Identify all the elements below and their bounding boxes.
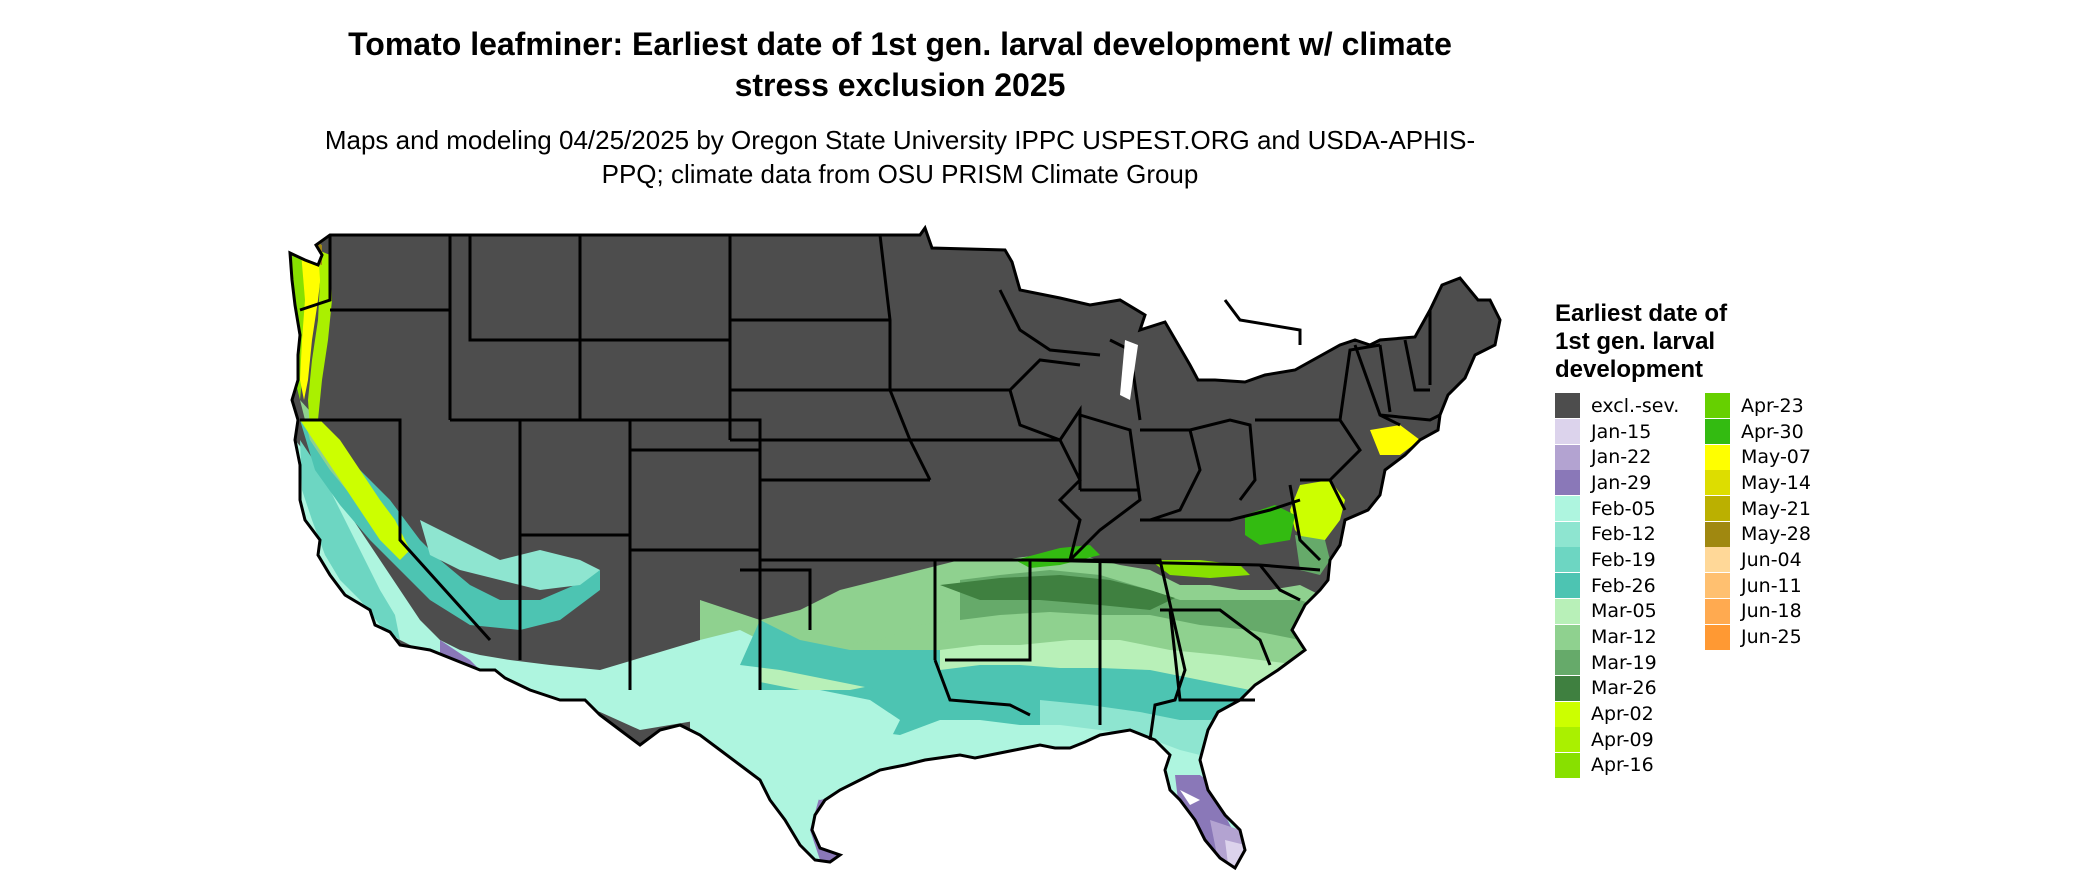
legend-title: Earliest date of 1st gen. larval develop…	[1555, 300, 1728, 383]
state-boundaries	[288, 224, 1502, 871]
legend-item: Jun-11	[1705, 573, 1855, 599]
legend-label: Feb-05	[1591, 497, 1656, 520]
legend-label: Feb-26	[1591, 574, 1656, 597]
legend-label: Mar-19	[1591, 651, 1657, 674]
map-title: Tomato leafminer: Earliest date of 1st g…	[348, 26, 1452, 103]
legend-item: Jan-22	[1555, 444, 1705, 470]
legend-swatch	[1555, 624, 1580, 650]
legend-swatch	[1555, 727, 1580, 753]
legend-swatch	[1705, 470, 1730, 496]
legend-column: Apr-23 Apr-30 May-07 May-14 May-21 May-28 Jun-…	[1705, 393, 1855, 778]
legend-swatch	[1555, 547, 1580, 573]
legend-item: Jun-04	[1705, 547, 1855, 573]
legend-label: May-07	[1741, 446, 1811, 469]
legend-label: Jun-25	[1741, 626, 1802, 649]
legend-item: Jun-25	[1705, 624, 1855, 650]
map-subtitle: Maps and modeling 04/25/2025 by Oregon S…	[324, 125, 1476, 189]
legend-label: Apr-09	[1591, 728, 1654, 751]
legend-label: Jan-29	[1591, 471, 1652, 494]
legend-label: Apr-02	[1591, 703, 1654, 726]
legend-label: Jan-22	[1591, 446, 1652, 469]
legend-swatch	[1705, 419, 1730, 445]
legend-item: Mar-05	[1555, 598, 1705, 625]
legend-swatch	[1555, 598, 1580, 624]
legend-swatch	[1555, 444, 1580, 470]
legend-column: excl.-sev. Jan-15 Jan-22 Jan-29 Feb-05 Feb-12…	[1555, 393, 1705, 778]
legend-label: Jan-15	[1591, 420, 1652, 443]
legend-label: Feb-19	[1591, 548, 1656, 571]
legend-label: Mar-05	[1591, 600, 1657, 623]
legend-item: Apr-23	[1705, 393, 1855, 419]
legend-item: Mar-12	[1555, 624, 1705, 650]
lake-michigan	[1120, 340, 1138, 400]
legend-swatch	[1555, 496, 1580, 522]
legend-items: excl.-sev. Jan-15 Jan-22 Jan-29 Feb-05 Feb-12…	[1555, 393, 1855, 778]
legend-swatch	[1555, 393, 1580, 419]
legend-label: Jun-11	[1741, 574, 1802, 597]
legend-swatch	[1705, 393, 1730, 419]
legend-item: Apr-30	[1705, 419, 1855, 445]
legend-item: May-14	[1705, 470, 1855, 496]
legend-item: excl.-sev.	[1555, 393, 1705, 419]
legend-item: Apr-16	[1555, 752, 1705, 779]
legend-item: Jun-18	[1705, 598, 1855, 625]
legend-swatch	[1555, 675, 1580, 701]
legend-item: Feb-12	[1555, 521, 1705, 547]
legend-label: Apr-30	[1741, 420, 1804, 443]
legend-label: Jun-18	[1741, 600, 1802, 623]
legend-label: May-14	[1741, 471, 1811, 494]
legend-label: Mar-26	[1591, 677, 1657, 700]
legend-swatch	[1555, 470, 1580, 496]
legend: Earliest date of 1st gen. larval develop…	[1555, 300, 1855, 778]
legend-swatch	[1705, 624, 1730, 650]
legend-swatch	[1555, 752, 1580, 778]
legend-item: Feb-19	[1555, 547, 1705, 573]
legend-swatch	[1705, 521, 1730, 547]
legend-swatch	[1555, 419, 1580, 445]
legend-label: Feb-12	[1591, 523, 1656, 546]
legend-swatch	[1555, 701, 1580, 727]
legend-item: Mar-26	[1555, 675, 1705, 702]
legend-item: Jan-29	[1555, 470, 1705, 496]
legend-swatch	[1705, 547, 1730, 573]
legend-item: May-21	[1705, 496, 1855, 522]
legend-label: May-21	[1741, 497, 1811, 520]
legend-label: May-28	[1741, 523, 1811, 546]
legend-swatch	[1705, 598, 1730, 624]
legend-item: Feb-26	[1555, 573, 1705, 599]
legend-label: Mar-12	[1591, 626, 1657, 649]
legend-swatch	[1705, 444, 1730, 470]
legend-label: excl.-sev.	[1591, 394, 1680, 417]
legend-item: Mar-19	[1555, 650, 1705, 676]
legend-swatch	[1705, 496, 1730, 522]
legend-item: Jan-15	[1555, 419, 1705, 445]
legend-item: May-07	[1705, 444, 1855, 470]
legend-label: Apr-23	[1741, 394, 1804, 417]
legend-swatch	[1555, 573, 1580, 599]
legend-item: Apr-09	[1555, 727, 1705, 753]
legend-item: May-28	[1705, 521, 1855, 547]
legend-item: Feb-05	[1555, 496, 1705, 522]
legend-swatch	[1555, 521, 1580, 547]
lake-okeechobee	[1180, 790, 1200, 805]
legend-swatch	[1555, 650, 1580, 676]
legend-item: Apr-02	[1555, 701, 1705, 727]
legend-swatch	[1705, 573, 1730, 599]
legend-label: Apr-16	[1591, 754, 1654, 777]
legend-label: Jun-04	[1741, 548, 1802, 571]
